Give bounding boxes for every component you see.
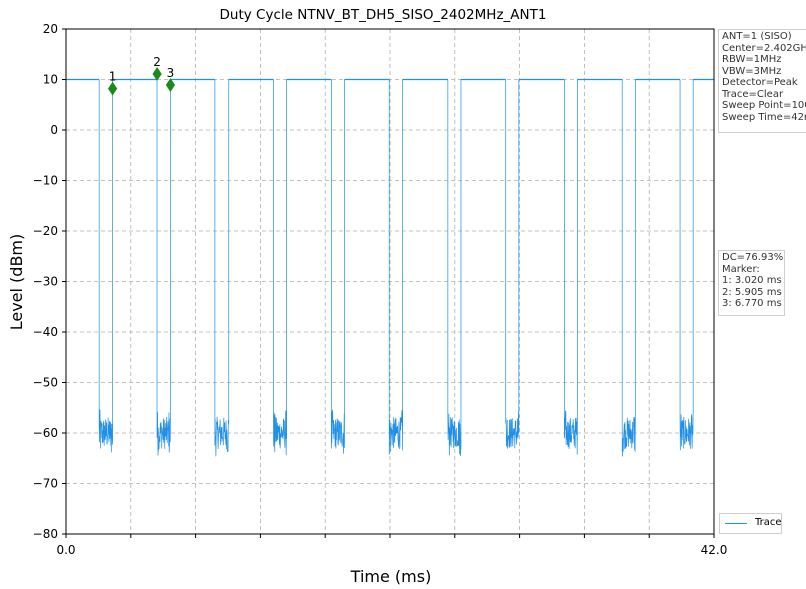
y-tick-label: −80 [33, 527, 58, 541]
markers: 1 23 [107, 55, 176, 96]
legend-swatch [725, 523, 747, 524]
legend: Trace [719, 513, 782, 534]
trace-off-burst [156, 79, 171, 456]
y-tick-label: −50 [33, 376, 58, 390]
trace-off-burst [98, 79, 113, 453]
result-line: DC=76.93% [722, 252, 784, 263]
axis-ticks: 20 10 0 −10 −20 −30 −40 −50 −60 −70 −80 0.0 42.0 [33, 22, 728, 557]
info-line: Trace=Clear [722, 88, 784, 100]
y-tick-label: −40 [33, 325, 58, 339]
marker-diamond [152, 67, 162, 81]
marker-diamond [107, 81, 118, 96]
trace-off-burst [505, 79, 520, 449]
trace-off-burst [214, 79, 230, 457]
marker-diamond [165, 78, 176, 92]
info-line: Sweep Point=1000 [722, 100, 806, 111]
x-axis-title: Time (ms) [350, 567, 432, 586]
trace-off-burst [563, 79, 578, 455]
y-tick-label: 10 [43, 73, 58, 87]
y-tick-label: −10 [33, 174, 58, 188]
info-line: RBW=1MHz [722, 54, 782, 65]
marker-label: 2 [153, 55, 161, 69]
y-tick-label: −20 [33, 224, 58, 238]
grid [66, 29, 714, 534]
marker-label: 3 [167, 66, 175, 80]
trace-series [66, 78, 714, 457]
trace-off-burst [447, 79, 462, 457]
result-line: Marker: [722, 263, 760, 275]
y-axis-title: Level (dBm) [7, 234, 26, 331]
trace-off-burst [621, 79, 636, 457]
x-tick-label: 0.0 [56, 543, 75, 557]
result-line: 1: 3.020 ms [722, 275, 782, 286]
y-tick-label: 0 [50, 123, 58, 137]
info-line: ANT=1 (SISO) [722, 31, 792, 42]
result-info-box: DC=76.93% Marker: 1: 3.020 ms 2: 5.905 m… [718, 250, 785, 316]
trace-off-burst [273, 79, 287, 456]
trace-off-burst [388, 79, 404, 455]
legend-label: Trace [755, 517, 782, 528]
chart-title: Duty Cycle NTNV_BT_DH5_SISO_2402MHz_ANT1 [220, 7, 547, 23]
trace-off-burst [679, 79, 694, 451]
y-tick-label: −70 [33, 477, 58, 491]
result-line: 3: 6.770 ms [722, 298, 782, 309]
info-line: VBW=3MHz [722, 65, 782, 77]
settings-info-box: ANT=1 (SISO) Center=2.402GHz RBW=1MHz VB… [718, 29, 806, 133]
marker-label: 1 [109, 70, 117, 84]
y-tick-label: 20 [43, 22, 58, 36]
result-line: 2: 5.905 ms [722, 286, 782, 298]
y-tick-label: −60 [33, 426, 58, 440]
y-tick-label: −30 [33, 275, 58, 289]
info-line: Center=2.402GHz [722, 42, 806, 54]
info-line: Detector=Peak [722, 77, 798, 88]
x-tick-label: 42.0 [701, 543, 728, 557]
trace-off-burst [331, 79, 345, 454]
info-line: Sweep Time=42ms [722, 111, 806, 123]
